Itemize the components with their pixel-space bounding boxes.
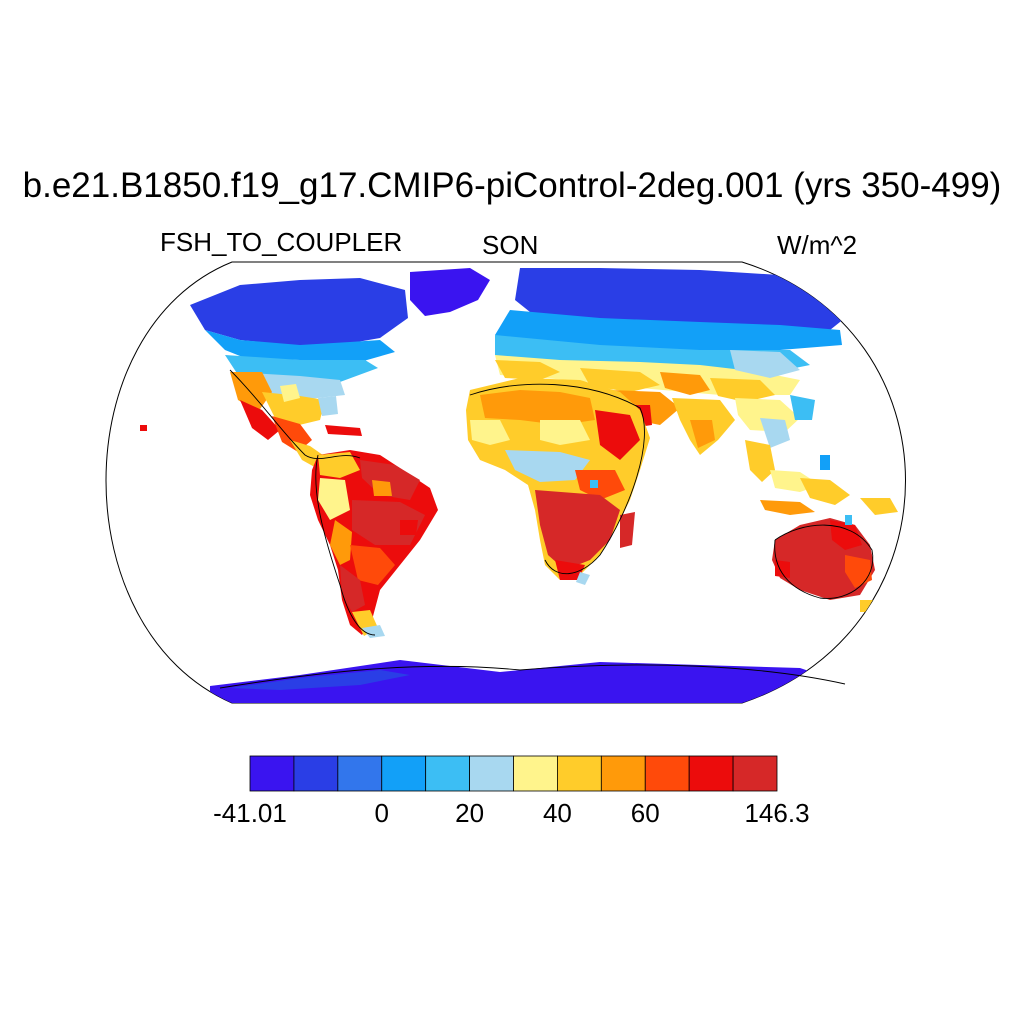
season-label: SON: [482, 230, 539, 260]
australia: [772, 515, 906, 612]
variable-label: FSH_TO_COUPLER: [160, 227, 403, 257]
antarctica: [210, 660, 850, 703]
colorbar-swatch: [425, 755, 470, 792]
colorbar-tick-label: 20: [455, 798, 485, 828]
colorbar-tick-label: 60: [630, 798, 660, 828]
colorbar-tick-label: -41.01: [213, 798, 287, 828]
colorbar-swatch: [469, 755, 514, 792]
colorbar-swatch: [600, 755, 646, 792]
colorbar-tick-label: 146.3: [744, 798, 810, 828]
south-america: [310, 450, 438, 638]
colorbar-tick-label: 40: [542, 798, 572, 828]
africa: [466, 378, 650, 585]
colorbar-swatch: [732, 755, 778, 792]
colorbar-swatch: [293, 755, 339, 792]
colorbar-swatch: [337, 755, 383, 792]
colorbar-swatch: [557, 755, 602, 792]
eurasia: [495, 268, 898, 515]
colorbar-swatch: [644, 755, 690, 792]
north-america: [140, 268, 490, 470]
colorbar-tick-label: 0: [374, 798, 389, 828]
colorbar-swatch: [381, 755, 427, 792]
colorbar-swatch: [513, 755, 558, 792]
colorbar-swatch: [688, 755, 734, 792]
colorbar: [249, 755, 778, 792]
figure-title: b.e21.B1850.f19_g17.CMIP6-piControl-2deg…: [22, 166, 1002, 205]
coastlines: [219, 369, 874, 689]
land-field: [140, 268, 906, 703]
colorbar-swatch: [249, 755, 295, 792]
units-label: W/m^2: [777, 230, 858, 260]
